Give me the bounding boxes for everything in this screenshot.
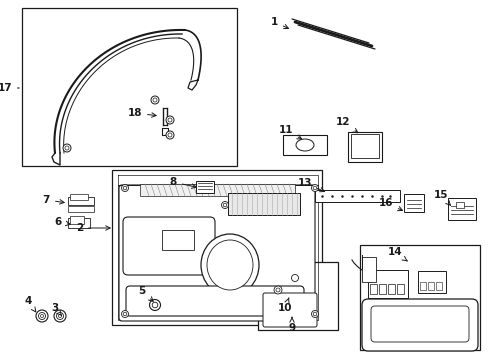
Circle shape [151,96,159,104]
Bar [455,202,463,208]
Circle shape [153,98,157,102]
Circle shape [168,133,172,137]
Circle shape [223,203,226,207]
Circle shape [275,288,280,292]
Circle shape [165,131,174,139]
Circle shape [311,184,318,192]
Bar [378,284,385,294]
Text: 15: 15 [433,190,449,205]
Bar [70,216,84,224]
Circle shape [121,310,128,318]
Bar [258,262,337,330]
Bar [68,218,90,228]
Circle shape [121,184,128,192]
Bar [314,190,399,202]
Text: 3: 3 [51,303,61,315]
Circle shape [57,312,63,320]
Circle shape [291,274,298,282]
Circle shape [59,315,61,318]
Ellipse shape [201,234,259,296]
Text: 6: 6 [55,217,70,227]
Bar [417,271,445,293]
Circle shape [54,310,66,322]
Circle shape [123,186,126,190]
Bar [367,270,407,298]
Circle shape [36,310,48,322]
Text: 1: 1 [270,17,288,28]
Bar [22,8,237,166]
Circle shape [41,315,43,318]
Bar [403,194,423,212]
FancyBboxPatch shape [370,306,468,342]
Bar [369,284,376,294]
Text: 11: 11 [278,125,301,139]
Bar [227,193,299,215]
Text: 16: 16 [378,198,402,211]
Text: 13: 13 [297,178,324,192]
Circle shape [168,118,172,122]
Bar [196,181,214,193]
Circle shape [311,310,318,318]
FancyBboxPatch shape [119,185,314,321]
Bar [162,230,194,250]
Text: 4: 4 [24,296,36,312]
Text: 7: 7 [42,195,64,205]
Bar [359,245,479,350]
Circle shape [312,186,316,190]
Bar [140,184,294,196]
Text: 18: 18 [127,108,156,118]
Text: 12: 12 [335,117,357,133]
Bar [350,134,378,158]
Circle shape [149,300,160,310]
Text: 5: 5 [138,286,153,301]
Text: 10: 10 [277,298,292,313]
Circle shape [221,202,228,208]
Text: 14: 14 [386,247,407,261]
FancyBboxPatch shape [126,286,304,316]
Bar [427,282,433,290]
Text: 2: 2 [76,223,110,233]
Bar [112,170,321,325]
FancyBboxPatch shape [263,293,316,327]
Circle shape [273,286,282,294]
Bar [347,132,381,162]
Circle shape [65,146,69,150]
FancyBboxPatch shape [361,299,477,351]
Circle shape [165,116,174,124]
Circle shape [63,144,71,152]
FancyBboxPatch shape [123,217,215,275]
Bar [447,198,475,220]
Ellipse shape [206,240,252,290]
Bar [396,284,403,294]
Circle shape [152,302,158,308]
Bar [68,197,94,205]
Bar [283,135,326,155]
Circle shape [39,312,45,320]
Text: 17: 17 [0,83,19,93]
Bar [361,257,375,282]
Circle shape [123,312,126,316]
Circle shape [312,312,316,316]
Text: 8: 8 [169,177,196,188]
Bar [70,194,88,200]
Text: 9: 9 [288,318,295,333]
Bar [419,282,425,290]
Ellipse shape [295,139,313,151]
Bar [387,284,394,294]
Bar [435,282,441,290]
Bar [68,206,94,212]
